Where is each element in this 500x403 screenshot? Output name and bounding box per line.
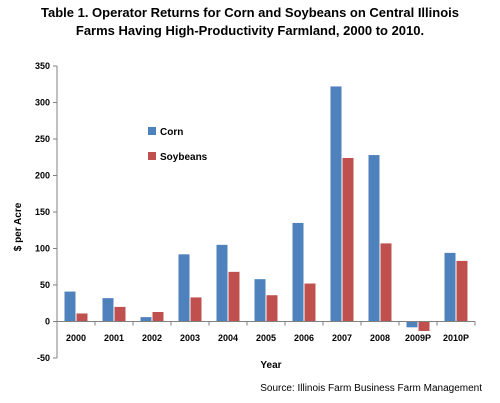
x-tick-label: 2010P [443, 333, 469, 343]
chart-title-line2: Farms Having High-Productivity Farmland,… [75, 23, 425, 38]
bar-corn-2007 [330, 86, 342, 322]
y-tick-label: 350 [35, 61, 50, 71]
x-tick-label: 2007 [332, 333, 352, 343]
y-tick-label: 100 [35, 244, 50, 254]
bar-corn-2010P [444, 252, 456, 322]
x-tick-label: 2002 [142, 333, 162, 343]
legend-swatch-corn [148, 127, 156, 135]
bar-soybeans-2007 [342, 157, 354, 322]
x-tick-label: 2004 [218, 333, 238, 343]
y-axis-title: $ per Acre [13, 202, 24, 251]
bar-corn-2004 [216, 244, 228, 322]
source-note: Source: Illinois Farm Business Farm Mana… [260, 383, 482, 394]
bar-soybeans-2004 [228, 271, 240, 322]
bar-corn-2000 [64, 291, 76, 322]
y-tick-label: 250 [35, 134, 50, 144]
chart-title-line1: Table 1. Operator Returns for Corn and S… [41, 5, 459, 20]
bar-soybeans-2001 [114, 306, 126, 322]
chart-title: Table 1. Operator Returns for Corn and S… [0, 4, 500, 40]
bar-soybeans-2000 [76, 313, 88, 322]
bar-soybeans-2009P [418, 321, 430, 331]
x-tick-label: 2008 [370, 333, 390, 343]
y-tick-label: 150 [35, 207, 50, 217]
y-axis-ticks: -50 0 50 100 150 200 250 300 350 [35, 61, 57, 363]
bar-soybeans-2006 [304, 283, 316, 322]
bar-soybeans-2010P [456, 260, 468, 322]
bar-corn-2001 [102, 298, 114, 322]
bar-corn-2006 [292, 222, 304, 322]
legend: Corn Soybeans [148, 127, 208, 163]
x-tick-label: 2005 [256, 333, 276, 343]
bar-soybeans-2002 [152, 312, 164, 322]
legend-label-soybeans: Soybeans [160, 152, 208, 163]
y-tick-label: 200 [35, 171, 50, 181]
x-tick-label: 2000 [66, 333, 86, 343]
bar-corn-2002 [140, 317, 152, 322]
bar-corn-2009P [406, 321, 418, 328]
y-tick-label: -50 [37, 353, 50, 363]
x-axis-title: Year [260, 360, 281, 371]
y-tick-label: 0 [45, 317, 50, 327]
y-tick-label: 50 [40, 280, 50, 290]
bar-corn-2008 [368, 155, 380, 322]
x-tick-label: 2003 [180, 333, 200, 343]
bar-soybeans-2005 [266, 295, 278, 322]
bar-soybeans-2003 [190, 297, 202, 322]
bar-corn-2003 [178, 254, 190, 322]
legend-label-corn: Corn [160, 127, 183, 138]
bars [64, 86, 468, 331]
x-tick-label: 2001 [104, 333, 124, 343]
x-tick-label: 2006 [294, 333, 314, 343]
bar-corn-2005 [254, 279, 266, 322]
legend-swatch-soybeans [148, 152, 156, 160]
y-tick-label: 300 [35, 98, 50, 108]
x-tick-label: 2009P [405, 333, 431, 343]
bar-soybeans-2008 [380, 243, 392, 322]
